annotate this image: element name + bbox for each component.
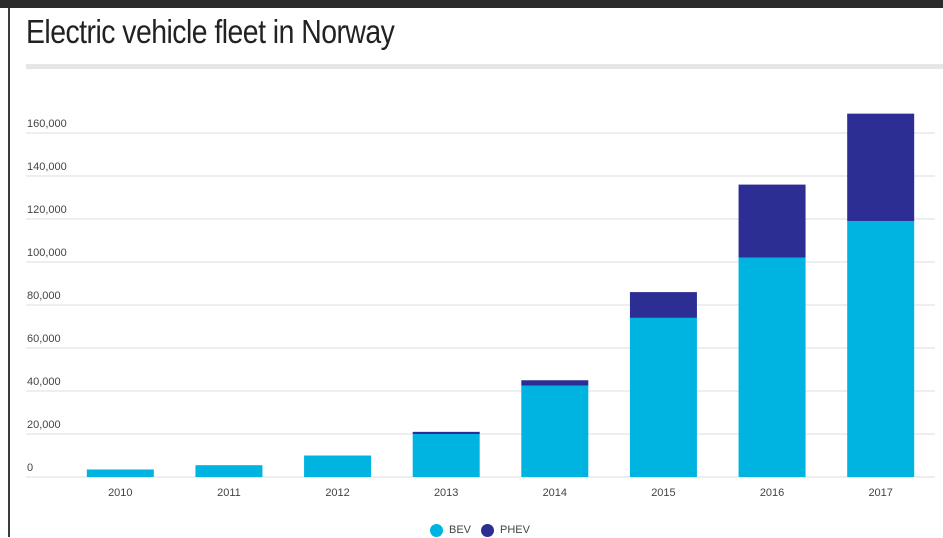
bar-bev: [847, 221, 915, 477]
y-tick-label: 60,000: [27, 333, 61, 345]
legend-label-bev: BEV: [449, 524, 472, 536]
bar-phev: [629, 292, 697, 318]
legend-swatch-bev: [430, 523, 443, 537]
x-tick-label: 2015: [651, 487, 675, 499]
bar-bev: [412, 434, 480, 477]
y-tick-label: 40,000: [27, 376, 61, 388]
top-border: [0, 0, 943, 8]
x-tick-label: 2011: [217, 487, 241, 499]
bar-phev: [521, 380, 589, 386]
y-tick-label: 20,000: [27, 419, 61, 431]
x-tick-label: 2014: [543, 487, 567, 499]
bar-bev: [629, 317, 697, 477]
bar-bev: [738, 257, 806, 477]
x-tick-label: 2013: [434, 487, 458, 499]
x-tick-label: 2012: [325, 487, 349, 499]
legend-swatch-phev: [481, 523, 495, 537]
x-tick-label: 2017: [868, 487, 892, 499]
bar-bev: [304, 455, 372, 477]
bar-bev: [195, 465, 263, 477]
title-divider: [26, 64, 943, 69]
bar-phev: [412, 431, 480, 434]
x-tick-label: 2016: [760, 487, 784, 499]
y-tick-label: 80,000: [27, 290, 61, 302]
y-tick-label: 120,000: [27, 204, 67, 216]
chart-title: Electric vehicle fleet in Norway: [26, 13, 395, 50]
legend-item-bev: BEV: [430, 523, 472, 537]
y-tick-label: 0: [27, 462, 33, 474]
bar-bev: [521, 385, 589, 477]
legend-label-phev: PHEV: [500, 524, 530, 536]
bar-phev: [847, 113, 915, 222]
y-tick-label: 100,000: [27, 247, 67, 259]
x-tick-label: 2010: [108, 487, 132, 499]
y-tick-label: 140,000: [27, 161, 67, 173]
left-border: [8, 8, 10, 537]
bar-phev: [738, 184, 806, 258]
bar-bev: [86, 469, 154, 477]
y-tick-label: 160,000: [27, 118, 67, 130]
chart-legend: BEV PHEV: [430, 522, 540, 538]
legend-item-phev: PHEV: [481, 523, 530, 537]
